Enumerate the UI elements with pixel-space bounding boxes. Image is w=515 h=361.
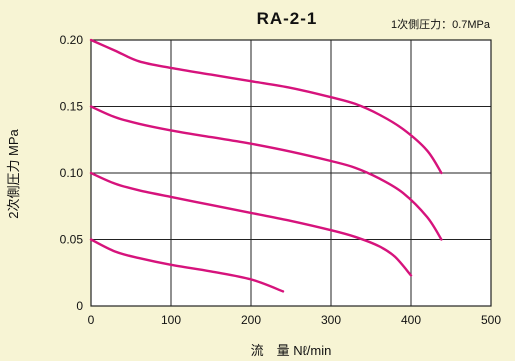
x-axis-label: 流 量 Nℓ/min <box>251 343 332 358</box>
series-line-4 <box>89 238 285 293</box>
series-lines <box>89 38 443 293</box>
y-tick-label: 0.10 <box>60 166 84 180</box>
y-tick-label: 0 <box>76 299 83 313</box>
x-tick-label: 0 <box>88 313 95 327</box>
y-tick-label: 0.15 <box>60 100 84 114</box>
y-axis-label: 2次側圧力 MPa <box>6 128 21 218</box>
y-tick-label: 0.20 <box>60 33 84 47</box>
series-line-2 <box>89 105 443 241</box>
x-tick-label: 400 <box>401 313 421 327</box>
series-line-3 <box>89 171 413 277</box>
x-tick-label: 100 <box>161 313 181 327</box>
grid-lines <box>90 39 492 307</box>
tick-labels: 0 100 200 300 400 500 0 0.05 0.10 0.15 0.20 <box>60 33 502 327</box>
y-tick-label: 0.05 <box>60 233 84 247</box>
series-line-1 <box>89 38 443 175</box>
x-tick-label: 500 <box>481 313 501 327</box>
primary-pressure-note: 1次側圧力：0.7MPa <box>391 17 491 31</box>
x-tick-label: 300 <box>321 313 341 327</box>
chart-title: RA-2-1 <box>257 9 318 28</box>
x-tick-label: 200 <box>241 313 261 327</box>
